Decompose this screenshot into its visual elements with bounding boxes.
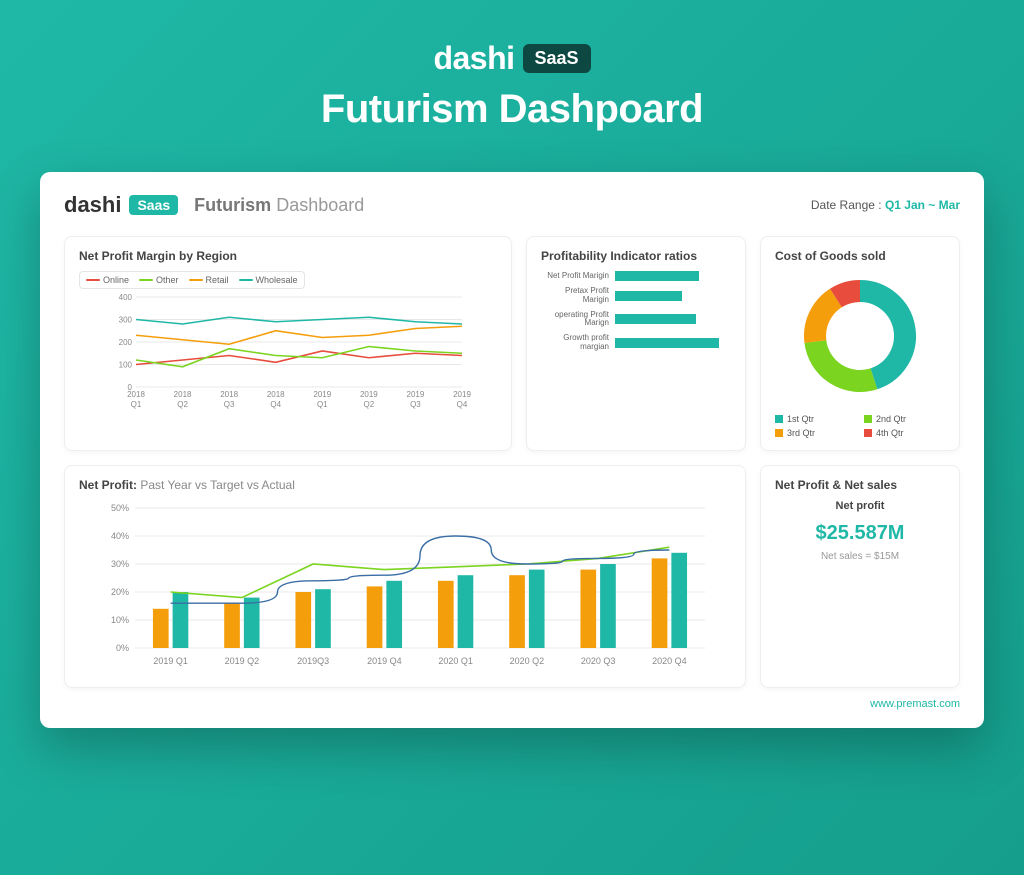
svg-text:2020 Q3: 2020 Q3 xyxy=(581,656,616,666)
donut-legend-item: 2nd Qtr xyxy=(864,414,945,424)
hero-title: Futurism Dashpoard xyxy=(0,87,1024,132)
legend-item: Retail xyxy=(189,275,229,285)
svg-text:200: 200 xyxy=(119,338,133,347)
dash-logo-text: dashi xyxy=(64,192,121,218)
legend-item: Other xyxy=(139,275,179,285)
footer-link[interactable]: www.premast.com xyxy=(64,698,960,710)
svg-text:2018: 2018 xyxy=(174,390,192,399)
card-line-chart: Net Profit Margin by Region Online Other R… xyxy=(64,236,512,451)
svg-text:Q3: Q3 xyxy=(410,400,421,409)
card-combo-chart: Net Profit: Past Year vs Target vs Actua… xyxy=(64,465,746,688)
svg-text:50%: 50% xyxy=(111,503,129,513)
svg-text:Q2: Q2 xyxy=(364,400,375,409)
outer-badge: SaaS xyxy=(523,44,591,73)
card-kpi: Net Profit & Net sales Net profit $25.58… xyxy=(760,465,960,688)
svg-text:Q1: Q1 xyxy=(131,400,142,409)
date-range-rest: Jan ~ Mar xyxy=(904,198,960,212)
date-range[interactable]: Date Range : Q1 Jan ~ Mar xyxy=(811,198,960,212)
hbars-title: Profitability Indicator ratios xyxy=(541,249,731,263)
svg-text:20%: 20% xyxy=(111,587,129,597)
date-range-hl: Q1 xyxy=(885,198,901,212)
svg-text:2020 Q2: 2020 Q2 xyxy=(510,656,545,666)
svg-text:Q4: Q4 xyxy=(270,400,281,409)
line-chart-title: Net Profit Margin by Region xyxy=(79,249,497,263)
card-donut: Cost of Goods sold 1st Qtr 2nd Qtr 3rd Qtr… xyxy=(760,236,960,451)
dash-title-bold: Futurism xyxy=(194,195,271,215)
card-profitability-bars: Profitability Indicator ratios Net Profi… xyxy=(526,236,746,451)
svg-text:300: 300 xyxy=(119,316,133,325)
svg-text:Q1: Q1 xyxy=(317,400,328,409)
hbar-row: Pretax Profit Marigin xyxy=(541,287,731,305)
svg-text:40%: 40% xyxy=(111,531,129,541)
dash-title-thin: Dashboard xyxy=(276,195,364,215)
combo-title-bold: Net Profit: xyxy=(79,478,137,492)
dash-badge: Saas xyxy=(129,195,178,215)
svg-text:10%: 10% xyxy=(111,615,129,625)
kpi-label: Net profit xyxy=(775,500,945,512)
donut-legend-item: 1st Qtr xyxy=(775,414,856,424)
svg-text:2018: 2018 xyxy=(220,390,238,399)
hbars-container: Net Profit Marigin Pretax Profit Marigin o… xyxy=(541,271,731,352)
svg-text:2019: 2019 xyxy=(407,390,425,399)
svg-text:2019: 2019 xyxy=(453,390,471,399)
kpi-card-title: Net Profit & Net sales xyxy=(775,478,945,492)
svg-text:2020 Q4: 2020 Q4 xyxy=(652,656,687,666)
hbar-row: operating Profit Marign xyxy=(541,311,731,329)
donut-title: Cost of Goods sold xyxy=(775,249,945,263)
svg-text:Q4: Q4 xyxy=(457,400,468,409)
svg-text:2019 Q4: 2019 Q4 xyxy=(367,656,402,666)
svg-text:Q2: Q2 xyxy=(177,400,188,409)
combo-svg: 0% 10% 20% 30% 40% 50% 2019 Q1 2019 Q2 2019Q3 201… xyxy=(79,500,731,670)
combo-title: Net Profit: Past Year vs Target vs Actua… xyxy=(79,478,731,492)
outer-logo-text: dashi xyxy=(433,40,514,77)
svg-text:2020 Q1: 2020 Q1 xyxy=(438,656,473,666)
outer-logo: dashi SaaS xyxy=(433,40,590,77)
svg-text:30%: 30% xyxy=(111,559,129,569)
svg-text:2019 Q1: 2019 Q1 xyxy=(153,656,188,666)
legend-item: Online xyxy=(86,275,129,285)
svg-text:2019: 2019 xyxy=(360,390,378,399)
svg-text:400: 400 xyxy=(119,293,133,302)
kpi-value: $25.587M xyxy=(775,522,945,545)
svg-text:100: 100 xyxy=(119,361,133,370)
svg-text:2019 Q2: 2019 Q2 xyxy=(225,656,260,666)
svg-text:2019Q3: 2019Q3 xyxy=(297,656,329,666)
hbar-row: Net Profit Marigin xyxy=(541,271,731,281)
donut-legend-item: 3rd Qtr xyxy=(775,428,856,438)
svg-text:2018: 2018 xyxy=(127,390,145,399)
svg-text:Q3: Q3 xyxy=(224,400,235,409)
legend-item: Wholesale xyxy=(239,275,298,285)
svg-text:0%: 0% xyxy=(116,643,129,653)
svg-text:2019: 2019 xyxy=(313,390,331,399)
date-range-label: Date Range : xyxy=(811,198,882,212)
donut-svg xyxy=(795,271,925,401)
dash-title: Futurism Dashboard xyxy=(194,195,364,216)
donut-legend-item: 4th Qtr xyxy=(864,428,945,438)
hbar-row: Growth profit margian xyxy=(541,334,731,352)
donut-legend: 1st Qtr 2nd Qtr 3rd Qtr 4th Qtr xyxy=(775,414,945,438)
line-chart-svg: 01002003004002018Q12018Q22018Q32018Q4201… xyxy=(79,293,497,413)
line-chart-legend: Online Other Retail Wholesale xyxy=(79,271,305,289)
kpi-sub: Net sales = $15M xyxy=(775,551,945,562)
combo-title-thin: Past Year vs Target vs Actual xyxy=(140,478,295,492)
dashboard-panel: dashi Saas Futurism Dashboard Date Range… xyxy=(40,172,984,728)
svg-text:2018: 2018 xyxy=(267,390,285,399)
